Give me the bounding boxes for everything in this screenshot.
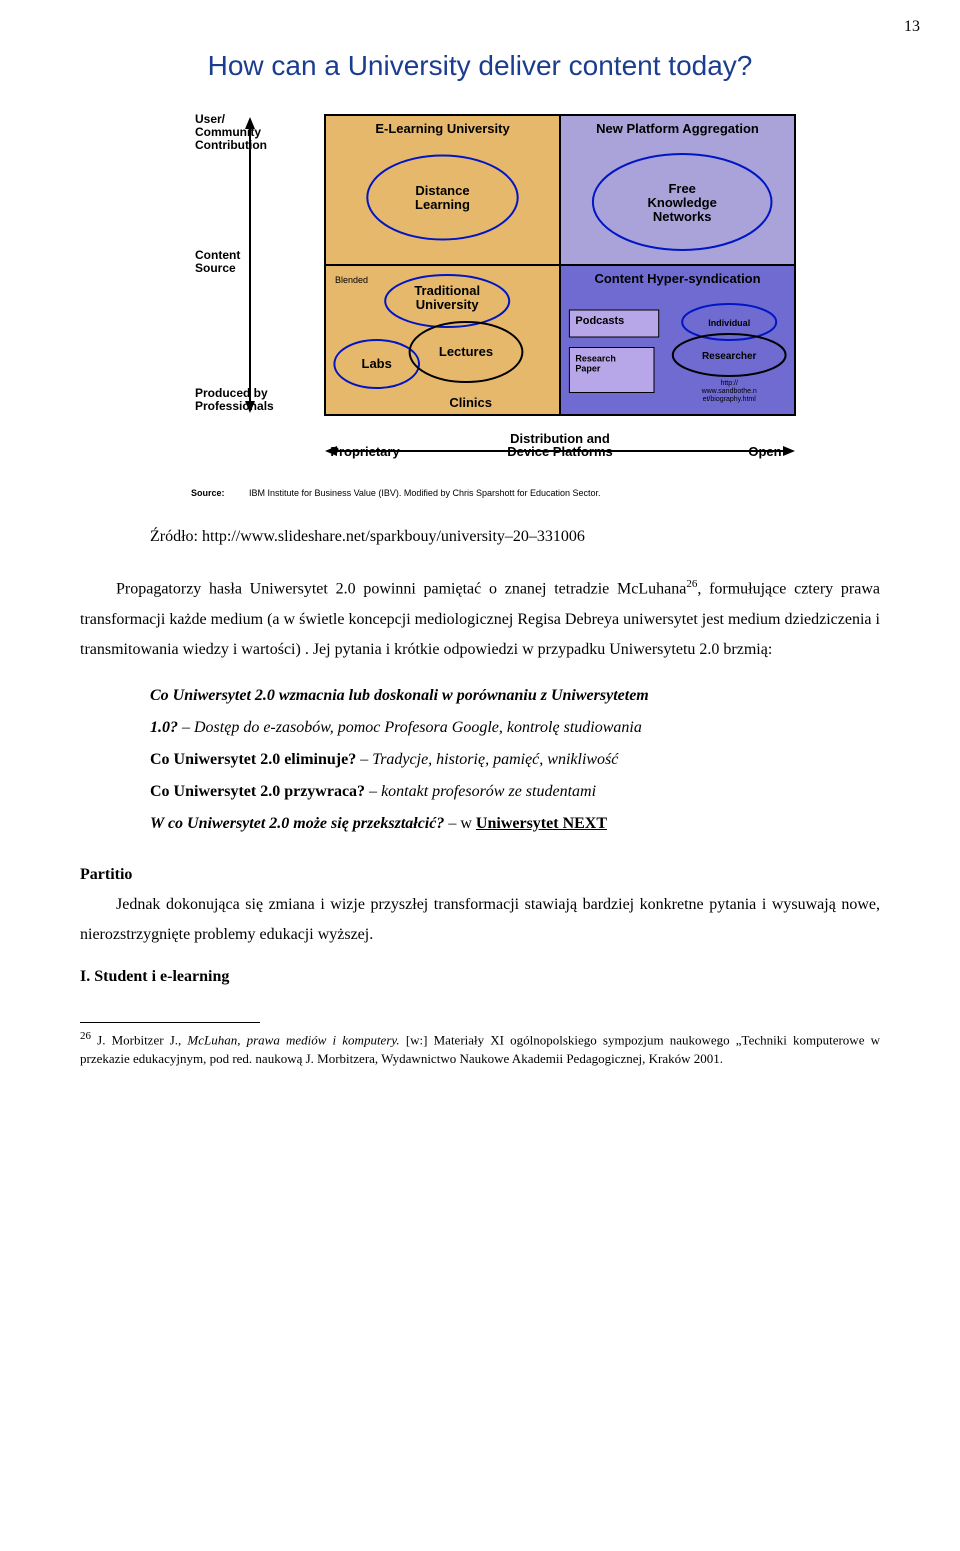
para1-prefix: Propagatorzy hasła Uniwersytet 2.0 powin… xyxy=(116,580,686,597)
svg-text:Content Hyper-syndication: Content Hyper-syndication xyxy=(594,271,760,286)
diagram-container: How can a University deliver content tod… xyxy=(145,48,815,498)
svg-text:Blended: Blended xyxy=(335,275,368,285)
image-citation: Źródło: http://www.slideshare.net/sparkb… xyxy=(150,528,880,546)
footnote-ref-26: 26 xyxy=(686,578,697,590)
svg-text:Clinics: Clinics xyxy=(449,395,492,410)
qa-l3-ans: – Tradycje, historię, pamięć, wnikliwość xyxy=(360,751,618,768)
svg-text:Researcher: Researcher xyxy=(702,351,757,362)
qa-block: Co Uniwersytet 2.0 wzmacnia lub doskonal… xyxy=(150,680,880,840)
qa-l5-lead: W co Uniwersytet 2.0 może się przekształ… xyxy=(150,815,444,832)
svg-text:ContentSource: ContentSource xyxy=(195,248,240,275)
svg-text:DistanceLearning: DistanceLearning xyxy=(415,183,470,212)
svg-text:TraditionalUniversity: TraditionalUniversity xyxy=(414,283,480,312)
section-I-heading: I. Student i e-learning xyxy=(80,968,880,986)
qa-l5-pre: – w xyxy=(448,815,476,832)
qa-l2-lead: 1.0? xyxy=(150,719,178,736)
partitio-body: Jednak dokonująca się zmiana i wizje prz… xyxy=(80,890,880,951)
svg-text:Open: Open xyxy=(748,444,781,459)
page: 13 How can a University deliver content … xyxy=(0,0,960,1128)
qa-l4-ans: – kontakt profesorów ze studentami xyxy=(369,783,596,800)
qa-l4-lead: Co Uniwersytet 2.0 przywraca? xyxy=(150,783,365,800)
qa-l5-link[interactable]: Uniwersytet NEXT xyxy=(476,815,607,832)
svg-text:Lectures: Lectures xyxy=(439,344,493,359)
svg-text:Labs: Labs xyxy=(362,356,392,371)
svg-text:Distribution andDevice Platfor: Distribution andDevice Platforms xyxy=(507,431,613,459)
footnote-title: McLuhan, prawa mediów i komputery. xyxy=(187,1033,399,1048)
svg-text:Proprietary: Proprietary xyxy=(330,444,400,459)
qa-l2-ans: – Dostęp do e-zasobów, pomoc Profesora G… xyxy=(182,719,642,736)
source-label: Source: xyxy=(191,488,225,498)
svg-text:Individual: Individual xyxy=(708,318,750,328)
diagram-title: How can a University deliver content tod… xyxy=(145,48,815,83)
page-number: 13 xyxy=(904,18,920,36)
svg-text:Podcasts: Podcasts xyxy=(575,315,624,327)
svg-text:Produced byProfessionals: Produced byProfessionals xyxy=(195,386,274,413)
source-text: IBM Institute for Business Value (IBV). … xyxy=(249,488,601,498)
qa-line1: Co Uniwersytet 2.0 wzmacnia lub doskonal… xyxy=(150,687,649,704)
svg-text:User/CommunityContribution: User/CommunityContribution xyxy=(195,112,267,152)
footnote-author: J. Morbitzer J., xyxy=(91,1033,187,1048)
quadrant-diagram: E-Learning University DistanceLearning New… xyxy=(145,105,815,465)
diagram-source: Source: IBM Institute for Business Value… xyxy=(145,488,815,498)
footnote-rule xyxy=(80,1022,260,1023)
footnote-num: 26 xyxy=(80,1030,91,1042)
paragraph-1: Propagatorzy hasła Uniwersytet 2.0 powin… xyxy=(80,574,880,666)
footnote-26: 26 J. Morbitzer J., McLuhan, prawa medió… xyxy=(80,1029,880,1068)
partitio-heading: Partitio xyxy=(80,866,880,884)
svg-text:E-Learning University: E-Learning University xyxy=(375,121,510,136)
svg-text:New Platform Aggregation: New Platform Aggregation xyxy=(596,121,759,136)
qa-l3-lead: Co Uniwersytet 2.0 eliminuje? xyxy=(150,751,356,768)
